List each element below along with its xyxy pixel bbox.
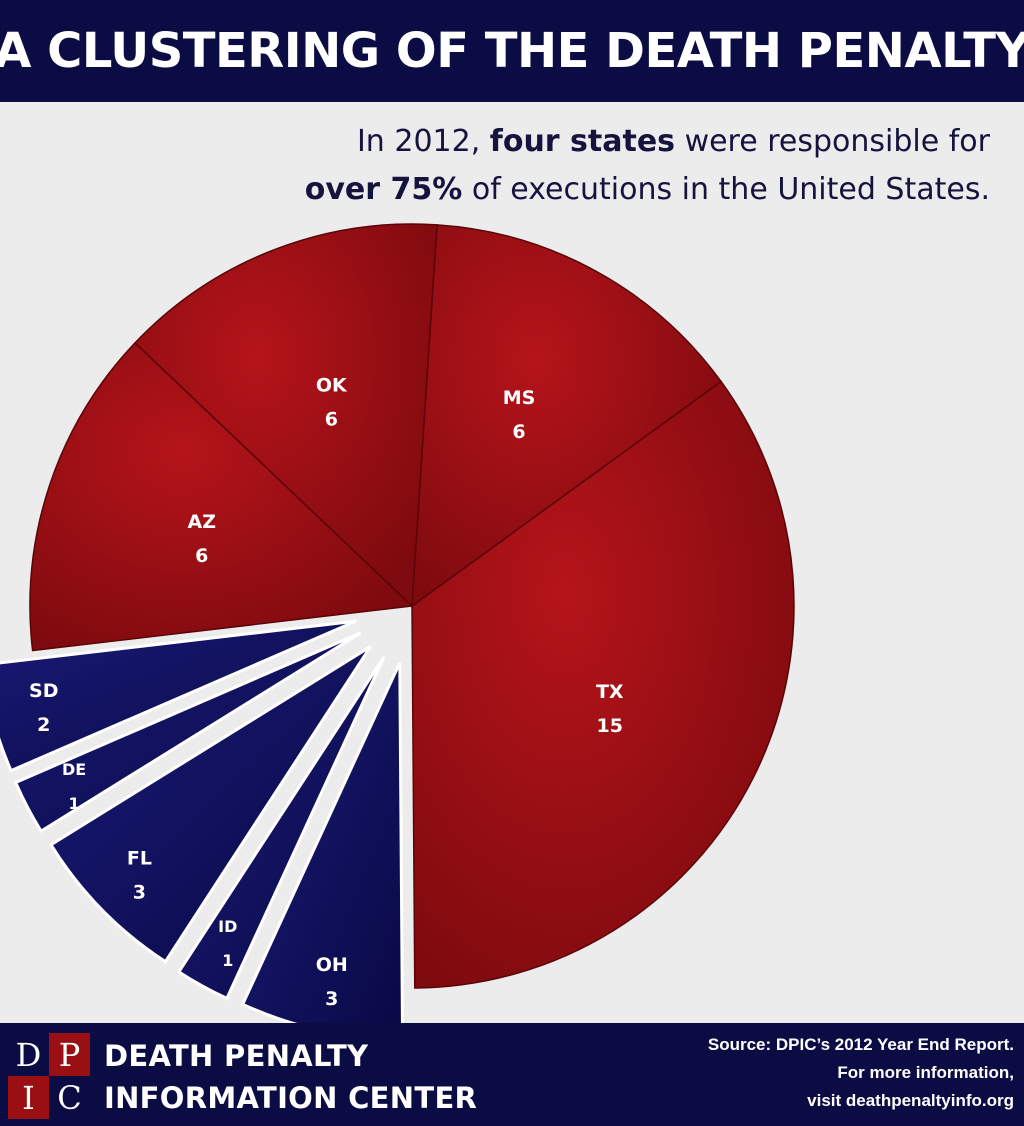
subtitle-text: In 2012,	[356, 124, 490, 159]
dpic-logo: D P I C	[8, 1033, 90, 1119]
slice-state-label-fl: FL	[127, 848, 152, 870]
slice-state-label-ms: MS	[503, 387, 536, 409]
slice-value-label-tx: 15	[597, 715, 623, 737]
footer-bar: D P I C DEATH PENALTY INFORMATION CENTER…	[0, 1023, 1024, 1126]
slice-value-label-ok: 6	[325, 409, 338, 431]
slice-value-label-de: 1	[69, 794, 80, 813]
slice-state-label-oh: OH	[316, 954, 348, 976]
slice-value-label-fl: 3	[133, 882, 146, 904]
title-banner: A CLUSTERING OF THE DEATH PENALTY	[0, 0, 1024, 102]
pie-slice-tx	[411, 380, 795, 989]
pie-slice-sd	[0, 619, 357, 773]
source-line: For more information,	[837, 1063, 1014, 1082]
source-note: Source: DPIC’s 2012 Year End Report. For…	[594, 1031, 1014, 1115]
logo-letter: C	[49, 1076, 90, 1119]
slice-state-label-az: AZ	[188, 511, 216, 533]
subtitle: In 2012, four states were responsible fo…	[90, 118, 990, 214]
slice-value-label-az: 6	[195, 545, 208, 567]
pie-slice-ms	[411, 224, 723, 608]
subtitle-line-2: over 75% of executions in the United Sta…	[90, 166, 990, 214]
logo-letter: I	[8, 1076, 49, 1119]
slice-state-label-de: DE	[62, 760, 86, 779]
slice-value-label-id: 1	[222, 951, 233, 970]
slice-value-label-oh: 3	[325, 988, 338, 1010]
executions-pie-chart: TX 15 OH 3 ID 1 FL 3 DE 1 SD 2 AZ 6 OK 6 MS 6	[0, 223, 795, 1023]
subtitle-text: were responsible for	[675, 124, 990, 159]
logo-letter: P	[49, 1033, 90, 1076]
slice-value-label-sd: 2	[37, 714, 50, 736]
slice-state-label-sd: SD	[29, 680, 58, 702]
subtitle-line-1: In 2012, four states were responsible fo…	[90, 118, 990, 166]
source-line: Source: DPIC’s 2012 Year End Report.	[707, 1035, 1014, 1054]
slice-state-label-ok: OK	[316, 375, 348, 397]
org-line: INFORMATION CENTER	[104, 1081, 478, 1115]
pie-slice-id	[176, 655, 386, 1001]
pie-slice-az	[29, 341, 414, 652]
logo-letter: D	[8, 1033, 49, 1076]
pie-slice-fl	[48, 645, 372, 964]
subtitle-emphasis: over 75%	[304, 172, 463, 207]
subtitle-emphasis: four states	[489, 124, 676, 159]
subtitle-text: of executions in the United States.	[462, 172, 990, 207]
slice-state-label-id: ID	[218, 917, 237, 936]
pie-slice-ok	[134, 223, 438, 608]
pie-slice-oh	[240, 662, 404, 1023]
pie-slice-de	[13, 631, 362, 834]
slice-value-label-ms: 6	[512, 421, 525, 443]
org-line: DEATH PENALTY	[104, 1039, 369, 1073]
source-line: visit deathpenaltyinfo.org	[807, 1091, 1014, 1110]
page-title: A CLUSTERING OF THE DEATH PENALTY	[0, 23, 1024, 79]
organization-name: DEATH PENALTY INFORMATION CENTER	[104, 1035, 477, 1119]
slice-state-label-tx: TX	[596, 681, 624, 703]
